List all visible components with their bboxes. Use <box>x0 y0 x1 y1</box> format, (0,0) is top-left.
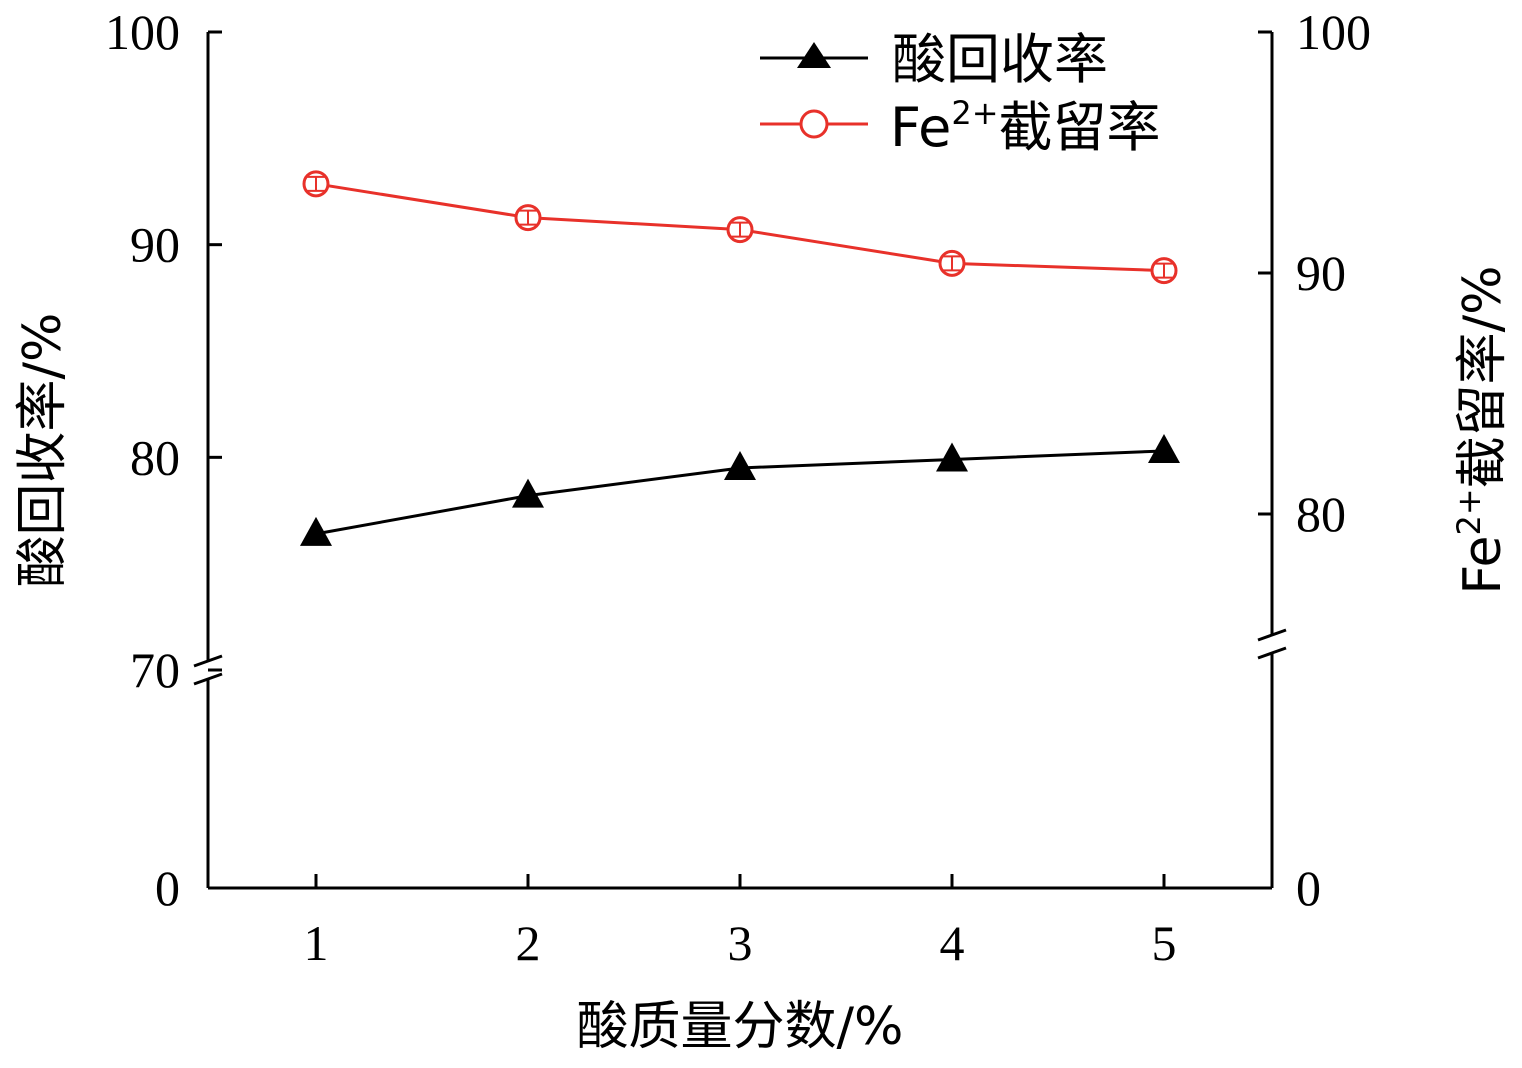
series-point-triangle <box>300 516 332 546</box>
left-y-axis-title: 酸回收率/% <box>13 313 73 588</box>
left-axis-break-mark-1 <box>193 654 223 668</box>
legend-label-fe-base: Fe <box>890 96 951 159</box>
right-y-axis-title-rest: 截留率/% <box>1453 265 1513 488</box>
y-right-ticks: 0 80 90 100 <box>1258 4 1371 916</box>
series-point-circle <box>302 170 330 198</box>
right-y-axis-title: Fe2+截留率/% <box>1450 265 1513 594</box>
series-point-triangle <box>512 478 544 508</box>
x-tick-label: 5 <box>1152 915 1177 971</box>
series-point-circle <box>938 249 966 277</box>
x-ticks: 1 2 3 4 5 <box>304 874 1177 971</box>
right-axis-break-mark-1 <box>1257 628 1287 642</box>
series-layer <box>300 170 1180 546</box>
series-point-triangle <box>1148 433 1180 463</box>
legend: 酸回收率 Fe2+截留率 <box>760 28 1161 159</box>
right-y-tick-label: 80 <box>1296 486 1346 542</box>
legend-triangle-icon <box>797 42 831 68</box>
right-y-tick-label: 90 <box>1296 245 1346 301</box>
legend-circle-icon <box>799 109 829 139</box>
legend-label-fe-rest: 截留率 <box>999 96 1161 159</box>
series-point-triangle <box>936 442 968 472</box>
series-point-circle <box>1150 257 1178 285</box>
legend-item-acid-recovery: 酸回收率 <box>760 28 1108 91</box>
series-point-circle <box>514 204 542 232</box>
x-axis-title: 酸质量分数/% <box>577 997 904 1057</box>
legend-label-fe-sup: 2+ <box>951 94 998 132</box>
right-axis-break-mark-2 <box>1257 646 1287 660</box>
left-y-tick-label: 80 <box>130 429 180 485</box>
x-tick-label: 4 <box>940 915 965 971</box>
right-y-axis-title-base: Fe <box>1453 536 1513 595</box>
series-point-triangle <box>724 450 756 480</box>
left-y-tick-label: 90 <box>130 217 180 273</box>
right-y-axis-title-sup: 2+ <box>1450 488 1488 535</box>
left-axis-break-mark-2 <box>193 672 223 686</box>
y-left-ticks: 0 70 80 90 100 <box>105 4 222 916</box>
legend-item-fe-retention: Fe2+截留率 <box>760 94 1161 159</box>
right-y-tick-label: 0 <box>1296 860 1321 916</box>
x-tick-label: 3 <box>728 915 753 971</box>
x-tick-label: 2 <box>516 915 541 971</box>
legend-label-fe: Fe2+截留率 <box>890 94 1161 159</box>
legend-label-acid: 酸回收率 <box>892 28 1108 91</box>
right-y-tick-label: 100 <box>1296 4 1371 60</box>
left-y-tick-label: 70 <box>130 642 180 698</box>
left-y-tick-label: 100 <box>105 4 180 60</box>
left-y-tick-label: 0 <box>155 860 180 916</box>
series-point-circle <box>726 216 754 244</box>
x-tick-label: 1 <box>304 915 329 971</box>
